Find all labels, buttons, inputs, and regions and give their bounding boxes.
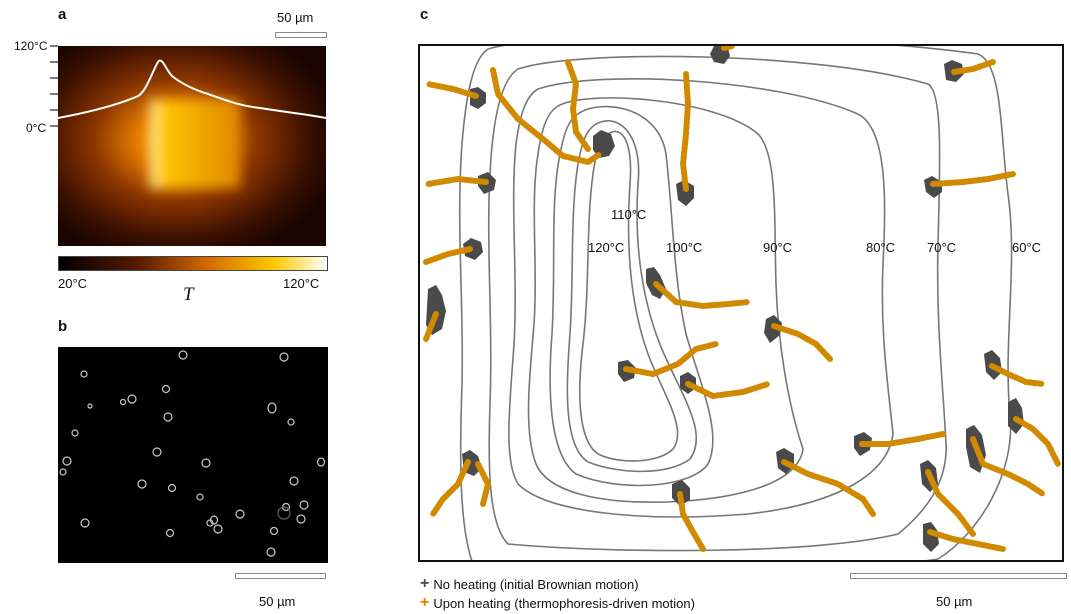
temperature-axis-ticks	[50, 45, 58, 127]
isotherm-100	[549, 105, 714, 487]
heated-square	[150, 100, 240, 188]
panel-a-scale-bar	[275, 32, 327, 38]
particle-rings	[59, 350, 326, 557]
colorbar-min-label: 20°C	[58, 276, 88, 291]
contour-label-80: 80°C	[866, 240, 895, 255]
panel-b-scale-label: 50 µm	[259, 594, 296, 609]
contour-label-60: 60°C	[1012, 240, 1041, 255]
panel-c-scale-bar	[850, 573, 1067, 579]
panel-a-scale-label: 50 µm	[277, 10, 314, 25]
brightfield-image	[58, 347, 328, 563]
contour-label-120: 120°C	[588, 240, 624, 255]
panel-a-tick-120: 120°C	[14, 39, 48, 53]
legend-no-heating: + No heating (initial Brownian motion)	[420, 575, 639, 593]
panel-b-label: b	[58, 318, 68, 335]
orange-plus-icon: +	[420, 594, 430, 611]
legend-upon-heating: + Upon heating (thermophoresis-driven mo…	[420, 594, 695, 612]
isotherm-contours	[458, 45, 1013, 561]
panel-a-tick-0: 0°C	[26, 121, 47, 135]
panel-c-scale-label: 50 µm	[936, 594, 973, 609]
plot-frame	[418, 44, 1064, 562]
contour-label-70: 70°C	[927, 240, 956, 255]
panel-b-scale-bar	[235, 573, 326, 579]
panel-c-label: c	[420, 6, 429, 23]
colorbar-max-label: 120°C	[283, 276, 320, 291]
isotherm-80	[508, 78, 894, 518]
isotherm-60	[458, 45, 1013, 561]
contour-label-100: 100°C	[666, 240, 702, 255]
contour-label-110: 110°C	[611, 207, 646, 222]
legend-upon-heating-label: Upon heating (thermophoresis-driven moti…	[433, 595, 695, 611]
heating-trajectories	[423, 45, 1061, 552]
panel-a-label: a	[58, 6, 67, 23]
contour-label-90: 90°C	[763, 240, 792, 255]
legend-no-heating-label: No heating (initial Brownian motion)	[433, 576, 639, 592]
trajectory-plot: 110°C 120°C 100°C 90°C 80°C 70°C 60°C	[418, 44, 1064, 562]
dark-plus-icon: +	[420, 575, 430, 592]
contour-label-group: 110°C 120°C 100°C 90°C 80°C 70°C 60°C	[588, 207, 1041, 255]
colorbar-variable-label: T	[183, 284, 194, 305]
colorbar	[58, 256, 328, 271]
isotherm-120	[578, 130, 679, 462]
temperature-profile-line	[57, 59, 327, 119]
isotherm-90	[527, 97, 804, 504]
no-heating-trajectories	[426, 45, 1024, 552]
thermal-image	[50, 45, 327, 246]
isotherm-110	[566, 119, 698, 473]
isotherm-70	[487, 55, 947, 552]
